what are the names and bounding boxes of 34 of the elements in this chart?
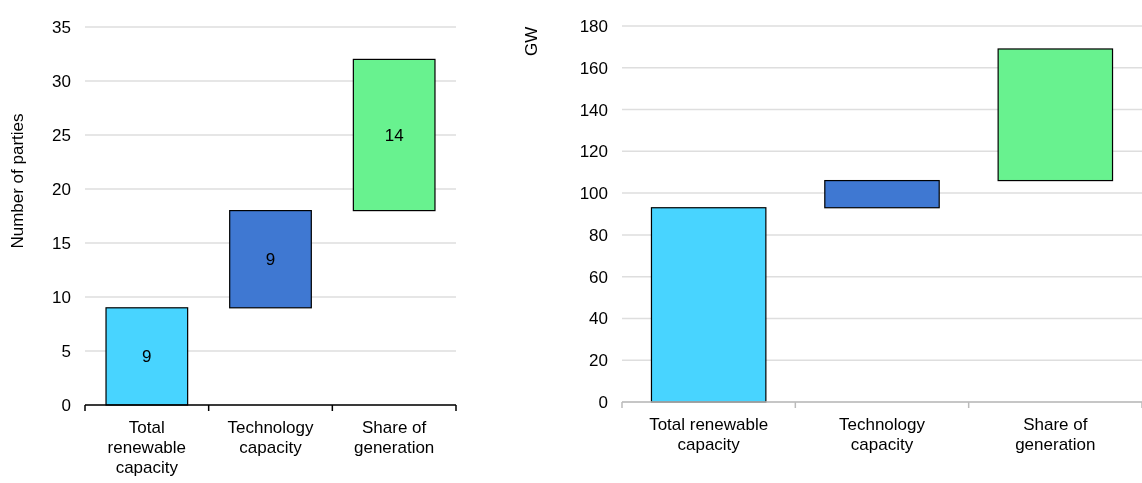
x-tick-label: Technology capacity [838,415,926,454]
data-label: 9 [265,250,276,270]
x-tick-label: Share of generation [1015,415,1096,454]
y-tick-label: 100 [579,184,608,204]
y-tick-label: 10 [52,287,71,307]
y-tick-label: 0 [61,395,71,415]
y-tick-label: 30 [52,71,71,91]
x-tick-label: Total renewable capacity [649,415,769,454]
bar [352,58,436,212]
x-tick-label: Technology capacity [227,418,314,457]
bar [229,210,312,309]
data-label: 9 [142,347,152,367]
y-tick-label: 160 [579,58,608,78]
y-tick-label: 0 [598,392,608,412]
bar [997,48,1114,182]
y-tick-label: 120 [579,142,608,162]
y-tick-label: 20 [589,351,608,371]
y-tick-label: 35 [52,17,71,37]
y-tick-label: 25 [52,125,71,145]
x-tick-label: Total renewable capacity [107,418,187,477]
y-tick-label: 40 [589,309,608,329]
y-tick-label: 20 [52,179,71,199]
y-tick-label: 140 [579,100,608,120]
y-tick-label: 5 [61,341,71,361]
x-tick-label: Share of generation [353,418,435,457]
data-label: 14 [384,125,404,145]
bar [824,179,940,209]
y-tick-label: 15 [52,233,71,253]
y-tick-label: 180 [579,16,608,36]
y-tick-label: 60 [589,267,608,287]
y-tick-label: 80 [589,225,608,245]
y-axis-title: GW [522,26,541,56]
bar [650,207,767,403]
y-axis-title: Number of parties [8,113,27,249]
